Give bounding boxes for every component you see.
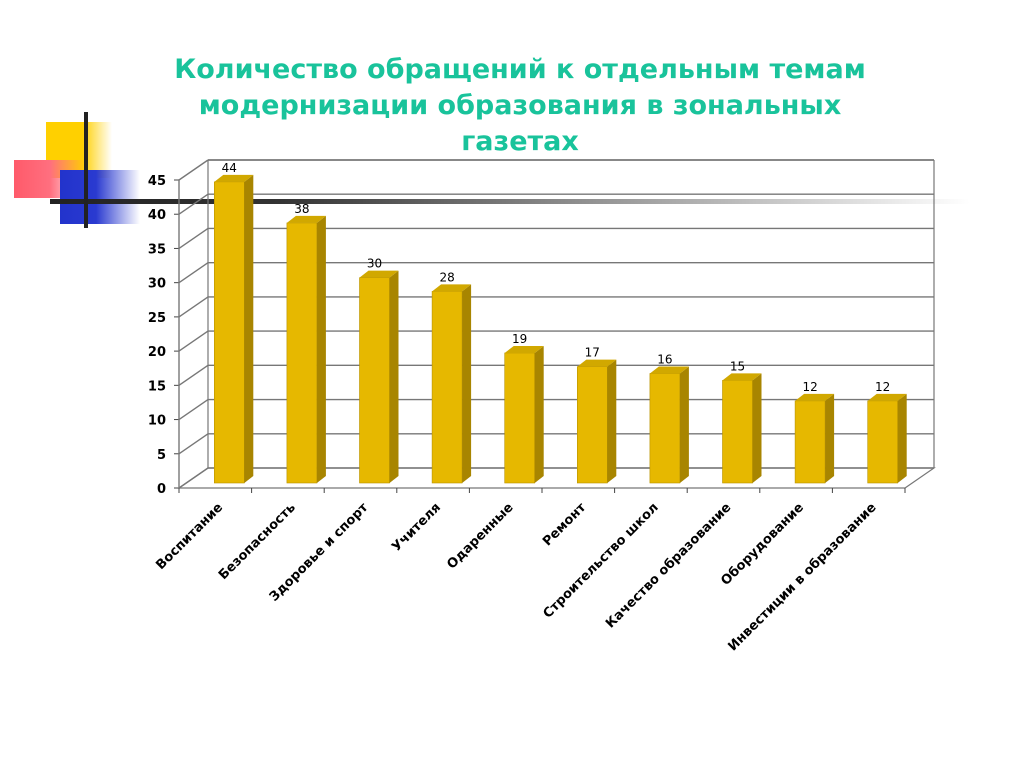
bar-side (607, 359, 617, 483)
gridline-side (178, 193, 209, 215)
bar-front (359, 277, 390, 484)
gridline-side (178, 159, 209, 181)
chart-floor (177, 467, 936, 489)
gridline-side (178, 433, 209, 455)
y-tick-label: 35 (148, 242, 166, 257)
y-tick-label: 20 (148, 345, 166, 360)
bar-top (867, 393, 907, 401)
bar-top (795, 393, 835, 401)
chart-title: Количество обращений к отдельным темам м… (140, 52, 900, 160)
chart-title-line1: Количество обращений к отдельным темам (174, 54, 866, 85)
bar-front (286, 222, 318, 484)
decor-vertical-line (84, 112, 88, 228)
bar-side (389, 270, 399, 483)
bar-top (649, 366, 689, 374)
gridline-side (178, 398, 209, 421)
bar-top (432, 284, 472, 292)
x-category-label: Учителя (389, 500, 444, 555)
bar-side (462, 284, 472, 483)
x-category-label: Строительство школ (540, 500, 661, 621)
bar-top (504, 345, 544, 353)
data-label: 44 (222, 161, 237, 175)
data-label: 16 (657, 352, 672, 366)
x-category-label: Качество образование (603, 500, 734, 631)
gridline-side (178, 364, 209, 386)
y-tick-label: 0 (157, 482, 166, 497)
bar-side (316, 215, 326, 483)
y-tick-label: 15 (148, 379, 166, 394)
data-label: 28 (439, 270, 454, 284)
bar-front (576, 366, 608, 484)
decor-blue-square (60, 170, 140, 224)
data-label: 38 (294, 202, 309, 216)
bar-side (244, 174, 254, 483)
data-label: 30 (367, 257, 382, 271)
chart-bars: 44 38 30 28 19 17 16 15 12 12 (214, 161, 907, 484)
x-category-label: Ремонт (540, 500, 589, 549)
bar-side (825, 393, 835, 483)
bar-7: 16 (649, 352, 689, 484)
bar-9: 12 (794, 380, 835, 484)
bar-top (286, 215, 326, 223)
bar-top (577, 359, 617, 367)
bar-10: 12 (867, 380, 907, 484)
x-category-label: Безопасность (216, 500, 299, 583)
bar-front (214, 181, 245, 484)
bar-3: 30 (359, 257, 399, 484)
data-label: 15 (730, 359, 745, 373)
x-category-label: Одаренные (444, 500, 516, 572)
y-tick-label: 5 (157, 448, 166, 463)
y-tick-label: 10 (148, 414, 166, 429)
y-tick-label: 30 (148, 277, 166, 292)
y-tick-label: 45 (148, 174, 166, 189)
y-tick-label: 40 (148, 208, 166, 223)
bar-5: 19 (504, 332, 544, 484)
y-tick-label: 25 (148, 311, 166, 326)
bar-side (679, 366, 689, 483)
bar-front (794, 400, 826, 484)
data-label: 19 (512, 332, 527, 346)
gridline-side (178, 262, 209, 284)
bar-4: 28 (431, 270, 472, 484)
bar-front (722, 380, 753, 484)
bar-top (359, 270, 399, 278)
bar-top (214, 174, 254, 182)
bar-6: 17 (576, 346, 617, 484)
bar-side (534, 345, 544, 483)
decor-horizontal-line (50, 199, 970, 204)
bar-top (722, 373, 762, 381)
data-label: 12 (802, 380, 817, 394)
bar-side (752, 373, 762, 483)
x-category-label: Воспитание (153, 500, 226, 573)
bar-front (504, 352, 536, 484)
bar-front (867, 400, 899, 484)
gridline-side (178, 227, 209, 250)
bar-1: 44 (214, 161, 254, 484)
bar-2: 38 (286, 202, 326, 484)
gridline-side (178, 330, 209, 352)
bar-8: 15 (722, 359, 762, 484)
gridline-side (178, 296, 209, 318)
bar-side (897, 393, 907, 483)
bar-front (431, 291, 463, 484)
x-category-label: Инвестиции в образование (725, 500, 879, 654)
data-label: 17 (585, 346, 600, 360)
bar-front (649, 373, 681, 484)
chart-title-line2: модернизации образования в зональных газ… (198, 90, 842, 157)
data-label: 12 (875, 380, 890, 394)
